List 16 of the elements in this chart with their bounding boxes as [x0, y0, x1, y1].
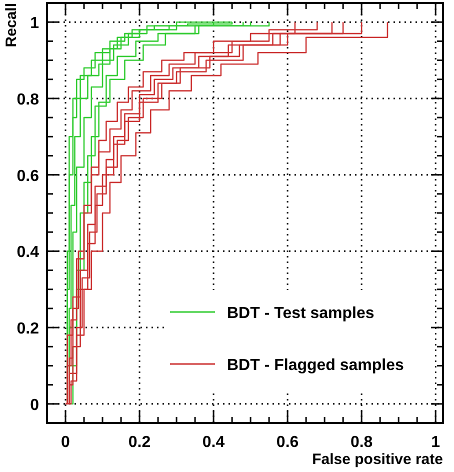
y-tick-label: 0.6: [16, 168, 40, 185]
y-tick-label: 0.8: [16, 91, 40, 108]
x-tick-label: 0.4: [202, 434, 225, 451]
y-axis-title: Recall: [3, 3, 20, 48]
y-tick-label: 0.4: [16, 244, 40, 262]
x-tick-label: 0.2: [128, 434, 151, 451]
legend-label: BDT - Flagged samples: [227, 357, 404, 374]
x-axis-title: False positive rate: [312, 451, 443, 468]
x-tick-label: 0.6: [276, 434, 299, 451]
x-tick-label: 1: [431, 434, 440, 451]
x-tick-label: 0.8: [350, 434, 373, 451]
x-tick-label: 0: [61, 434, 70, 451]
y-tick-label: 0.2: [16, 320, 40, 338]
legend-label: BDT - Test samples: [227, 305, 374, 322]
y-tick-label: 1: [30, 15, 40, 32]
y-tick-label: 0: [30, 396, 40, 414]
